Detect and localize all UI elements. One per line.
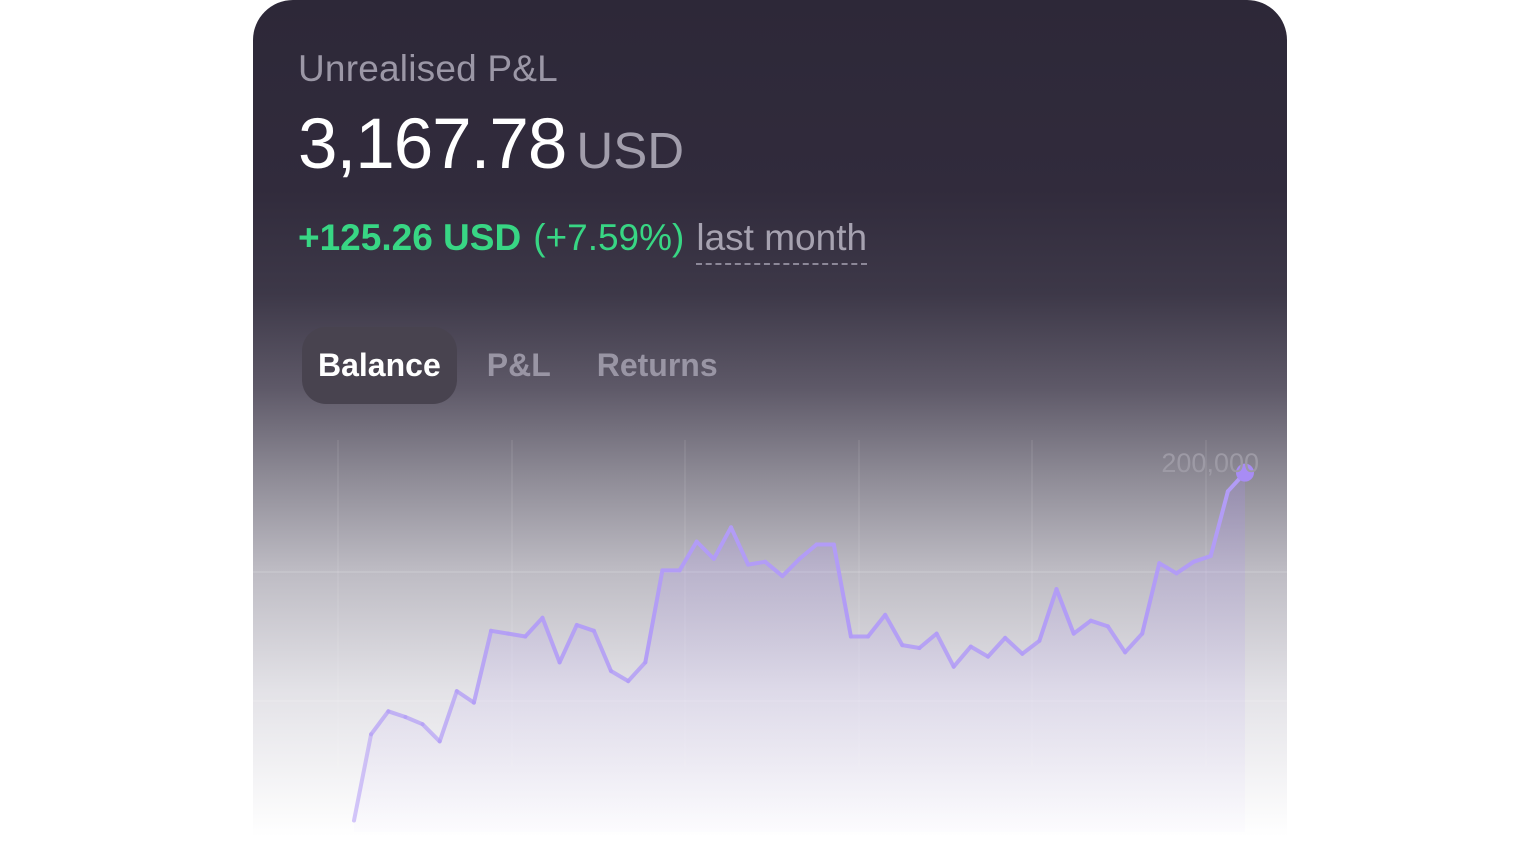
chart-line-segment <box>506 631 528 639</box>
chart-line-segment <box>1140 561 1162 636</box>
change-percent: (+7.59%) <box>533 217 685 258</box>
chart-area <box>354 472 1245 832</box>
chart-line-segment <box>369 709 391 737</box>
chart-endpoint[interactable] <box>1236 463 1254 482</box>
chart-line-segment <box>643 568 665 665</box>
period-selector[interactable]: last month <box>696 217 868 265</box>
chart-line-segment <box>437 689 459 744</box>
pnl-currency: USD <box>576 122 685 179</box>
y-axis-tick-label: 200,000 <box>1161 448 1259 478</box>
change-row: +125.26 USD (+7.59%) last month <box>298 217 868 265</box>
chart-line-segment <box>557 623 579 665</box>
chart-line-segment <box>831 542 853 639</box>
tab-balance[interactable]: Balance <box>302 327 457 404</box>
chart-line-segment <box>386 709 408 719</box>
pnl-amount: 3,167.78 <box>298 105 567 184</box>
chart-line-segment <box>403 715 425 727</box>
chart-line-segment <box>968 644 990 659</box>
chart-line-segment <box>1123 631 1145 655</box>
chart-line-segment <box>900 643 922 650</box>
chart-line-segment <box>797 542 819 561</box>
chart-line-segment <box>883 612 905 648</box>
chart-line-segment <box>1054 587 1076 636</box>
tab-pnl[interactable]: P&L <box>486 347 551 383</box>
chart-line-segment <box>1020 638 1042 656</box>
chart-line-segment <box>489 628 511 636</box>
chart-line-segment <box>780 556 802 579</box>
chart-line-segment <box>917 631 939 650</box>
chart-line-segment <box>1105 624 1128 655</box>
chart-line-segment <box>1191 554 1213 564</box>
chart-line-segment <box>454 689 476 705</box>
chart-line-segment <box>1157 561 1179 576</box>
chart-line-segment <box>1003 635 1025 656</box>
chart-line-segment <box>934 631 956 669</box>
chart-line-segment <box>763 559 785 579</box>
chart-line-segment <box>694 539 716 561</box>
chart-line-segment <box>523 615 545 639</box>
card-title: Unrealised P&L <box>298 48 558 89</box>
chart-line-segment <box>626 660 648 684</box>
chart-line-segment <box>1088 618 1110 629</box>
chart-line-segment <box>1037 587 1059 643</box>
change-value: +125.26 USD <box>298 217 522 258</box>
chart-line-segment <box>951 644 973 669</box>
chart-tabs: Balance P&L Returns <box>302 327 748 404</box>
chart-line-segment <box>677 539 699 573</box>
chart-line-segment <box>729 525 751 567</box>
chart-line-segment <box>711 525 733 561</box>
chart-line-segment <box>352 732 374 823</box>
chart-line-segment <box>866 612 888 639</box>
chart-line-segment <box>420 722 442 744</box>
balance-chart <box>253 440 1287 863</box>
chart-line-segment <box>609 669 631 684</box>
chart-line-segment <box>471 628 494 705</box>
chart-line-segment <box>746 559 768 567</box>
amount-row: 3,167.78 USD <box>298 104 684 185</box>
chart-line-segment <box>574 623 596 633</box>
pnl-card: 200,000 Unrealised P&L 3,167.78 USD +125… <box>253 0 1287 863</box>
chart-line-segment <box>1071 618 1093 636</box>
chart-line-segment <box>1208 489 1230 558</box>
chart-line-segment <box>540 615 562 665</box>
tab-returns[interactable]: Returns <box>596 347 718 383</box>
chart-line-segment <box>591 628 613 673</box>
chart-line-segment <box>986 635 1008 659</box>
chart-line-segment <box>1174 559 1196 576</box>
